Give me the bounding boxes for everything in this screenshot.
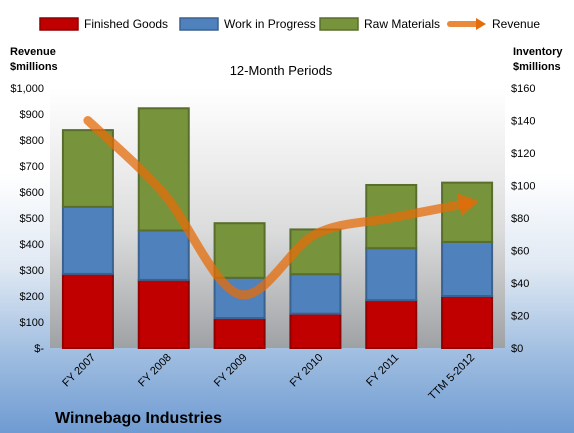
left-tick-label: $700 — [20, 161, 44, 173]
x-tick-label: FY 2010 — [288, 352, 326, 390]
revenue-arrowhead — [456, 193, 479, 217]
left-tick-label: $900 — [20, 109, 44, 121]
bar-segment-work-in-progress — [137, 229, 190, 281]
bar-segment-work-in-progress — [365, 247, 418, 302]
right-axis-title-line2: $millions — [513, 61, 561, 73]
bar-segment-finished-goods — [61, 272, 114, 349]
right-tick-label: $160 — [511, 83, 535, 95]
left-tick-label: $100 — [20, 317, 44, 329]
chart-subtitle: 12-Month Periods — [230, 63, 333, 78]
legend-swatch — [179, 17, 219, 31]
bar-segment-work-in-progress — [61, 205, 114, 275]
revenue-line — [83, 116, 472, 300]
bar-segment-work-in-progress — [289, 273, 342, 315]
left-tick-label: $1,000 — [10, 83, 44, 95]
bar-segment-finished-goods — [137, 278, 190, 350]
right-tick-label: $20 — [511, 311, 529, 323]
right-tick-label: $80 — [511, 213, 529, 225]
left-tick-label: $500 — [20, 213, 44, 225]
right-tick-label: $120 — [511, 148, 535, 160]
legend-label: Finished Goods — [84, 17, 168, 31]
plot-area — [50, 88, 505, 348]
x-tick-label: FY 2007 — [60, 352, 98, 390]
legend-label: Work in Progress — [224, 17, 316, 31]
x-tick-label: FY 2011 — [364, 352, 401, 389]
left-tick-label: $800 — [20, 135, 44, 147]
x-axis-ticks: FY 2007 FY 2008 FY 2009 FY 2010 FY 2011 TTM 5… — [60, 352, 477, 403]
bar-segment-finished-goods — [441, 295, 494, 349]
legend-label: Raw Materials — [364, 17, 440, 31]
left-tick-label: $300 — [20, 265, 44, 277]
bars — [61, 107, 494, 350]
legend-swatch-revenue-arrow — [476, 18, 486, 30]
bar-segment-finished-goods — [365, 299, 418, 350]
legend-swatch — [39, 17, 79, 31]
left-tick-label: $- — [34, 343, 44, 355]
x-tick-label: FY 2008 — [136, 352, 174, 390]
legend-label: Revenue — [492, 17, 540, 31]
bar-segment-finished-goods — [289, 312, 342, 349]
legend-swatch — [319, 17, 359, 31]
bar-segment-finished-goods — [213, 317, 266, 350]
x-tick-label: FY 2009 — [212, 352, 250, 390]
bar-segment-raw-materials — [61, 129, 114, 208]
right-tick-label: $0 — [511, 343, 523, 355]
left-axis-ticks: $- $100 $200 $300 $400 $500 $600 $700 $800 $900 $1… — [10, 83, 44, 355]
revenue-line-group — [83, 116, 479, 300]
x-tick-label: TTM 5-2012 — [426, 352, 477, 403]
left-tick-label: $400 — [20, 239, 44, 251]
right-tick-label: $60 — [511, 246, 529, 258]
right-tick-label: $100 — [511, 181, 535, 193]
right-axis-title-line1: Inventory — [513, 46, 563, 58]
bar-segment-raw-materials — [441, 181, 494, 243]
left-axis-title-line2: $millions — [10, 61, 58, 73]
left-axis-title-line1: Revenue — [10, 46, 56, 58]
bar-segment-work-in-progress — [441, 240, 494, 297]
right-axis-ticks: $0 $20 $40 $60 $80 $100 $120 $140 $160 — [511, 83, 535, 355]
right-tick-label: $40 — [511, 278, 529, 290]
company-name: Winnebago Industries — [55, 410, 222, 427]
right-tick-label: $140 — [511, 116, 535, 128]
left-tick-label: $200 — [20, 291, 44, 303]
bar-segment-raw-materials — [213, 222, 266, 279]
legend: Finished Goods Work in Progress Raw Materi… — [39, 17, 540, 31]
left-tick-label: $600 — [20, 187, 44, 199]
